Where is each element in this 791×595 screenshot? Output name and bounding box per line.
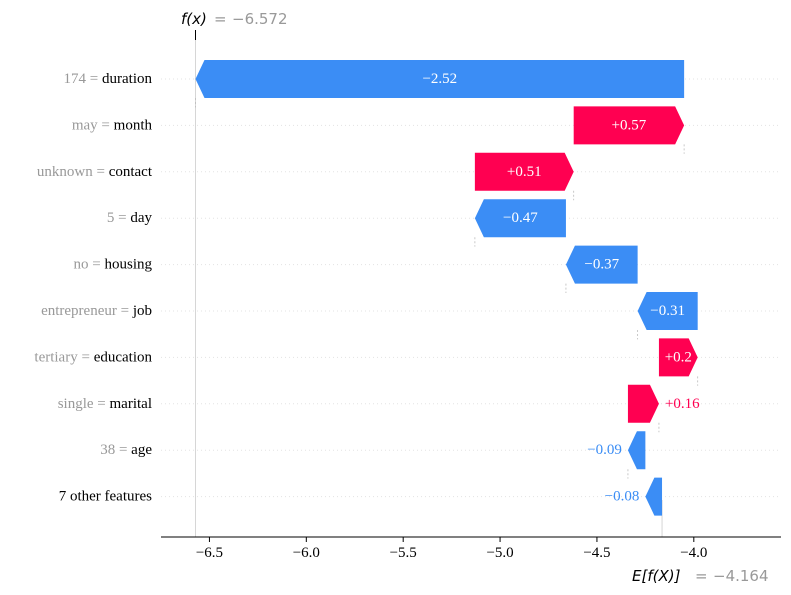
bar-value-label: +0.16 — [665, 396, 700, 412]
feature-bar — [645, 477, 663, 516]
feature-bar — [565, 245, 638, 284]
efx-label: E[f(X)] — [632, 567, 681, 585]
feature-name: education — [94, 349, 153, 365]
fx-value: −6.572 — [232, 10, 288, 28]
feature-label: may = month — [72, 117, 153, 133]
x-tick-label: −4.0 — [680, 545, 707, 561]
feature-name: contact — [109, 164, 153, 180]
bar-value-label: −0.37 — [584, 257, 619, 273]
contribution-bars: −2.52 +0.57 +0.51 −0.47 −0.37 −0.31 +0.2 +0.16 −… — [195, 60, 700, 516]
x-axis: −6.5 −6.0 −5.5 −5.0 −4.5 −4.0 — [161, 536, 781, 561]
efx-annotation: E[f(X)] = −4.164 — [632, 567, 769, 585]
bar-value-label: −0.47 — [503, 210, 538, 226]
feature-label: no = housing — [74, 257, 153, 273]
feature-name: housing — [104, 257, 152, 273]
bar-value-label: −0.08 — [605, 489, 640, 505]
feature-value: no = — [74, 257, 105, 273]
feature-label: 38 = age — [100, 442, 152, 458]
feature-value: 5 = — [107, 210, 130, 226]
feature-label: 174 = duration — [64, 71, 153, 87]
feature-label: unknown = contact — [37, 164, 153, 180]
fx-annotation: f(x) = −6.572 — [181, 10, 288, 28]
feature-labels: 174 = duration may = month unknown = conta… — [34, 71, 152, 505]
feature-value: single = — [58, 396, 110, 412]
feature-label: 7 other features — [59, 489, 152, 505]
feature-label: single = marital — [58, 396, 152, 412]
bar-value-label: +0.57 — [612, 117, 647, 133]
feature-bar — [637, 292, 698, 330]
feature-value: 38 = — [100, 442, 131, 458]
feature-bar — [195, 60, 685, 98]
x-tick-label: −5.5 — [390, 545, 417, 561]
row-gridlines — [161, 78, 781, 498]
bar-value-label: −0.09 — [587, 442, 622, 458]
bar-value-label: −2.52 — [422, 71, 457, 87]
feature-bar — [627, 384, 659, 423]
feature-label: 5 = day — [107, 210, 153, 226]
feature-bar — [658, 338, 698, 377]
bar-value-label: +0.51 — [507, 164, 542, 180]
x-tick-label: −6.5 — [196, 545, 223, 561]
feature-label: tertiary = education — [34, 349, 152, 365]
feature-value: tertiary = — [34, 349, 93, 365]
feature-bar — [627, 431, 646, 470]
bar-value-label: −0.31 — [650, 303, 685, 319]
x-tick-label: −6.0 — [293, 545, 320, 561]
feature-bar — [474, 152, 574, 191]
feature-value: entrepreneur = — [41, 303, 133, 319]
feature-label: entrepreneur = job — [41, 303, 152, 319]
fx-label: f(x) — [181, 10, 207, 28]
feature-value: unknown = — [37, 164, 109, 180]
efx-value: −4.164 — [713, 567, 769, 585]
x-tick-label: −4.5 — [583, 545, 610, 561]
feature-name: 7 other features — [59, 489, 152, 505]
feature-name: age — [131, 442, 152, 458]
feature-name: day — [130, 210, 152, 226]
feature-value: may = — [72, 117, 114, 133]
bar-value-label: +0.2 — [665, 349, 692, 365]
efx-equals: = — [695, 567, 708, 585]
feature-name: duration — [102, 71, 152, 87]
feature-bar — [474, 199, 566, 238]
x-tick-label: −5.0 — [486, 545, 513, 561]
feature-name: marital — [110, 396, 152, 412]
feature-bar — [573, 106, 685, 145]
feature-name: job — [132, 303, 152, 319]
feature-name: month — [114, 117, 153, 133]
fx-equals: = — [214, 10, 227, 28]
feature-value: 174 = — [64, 71, 102, 87]
